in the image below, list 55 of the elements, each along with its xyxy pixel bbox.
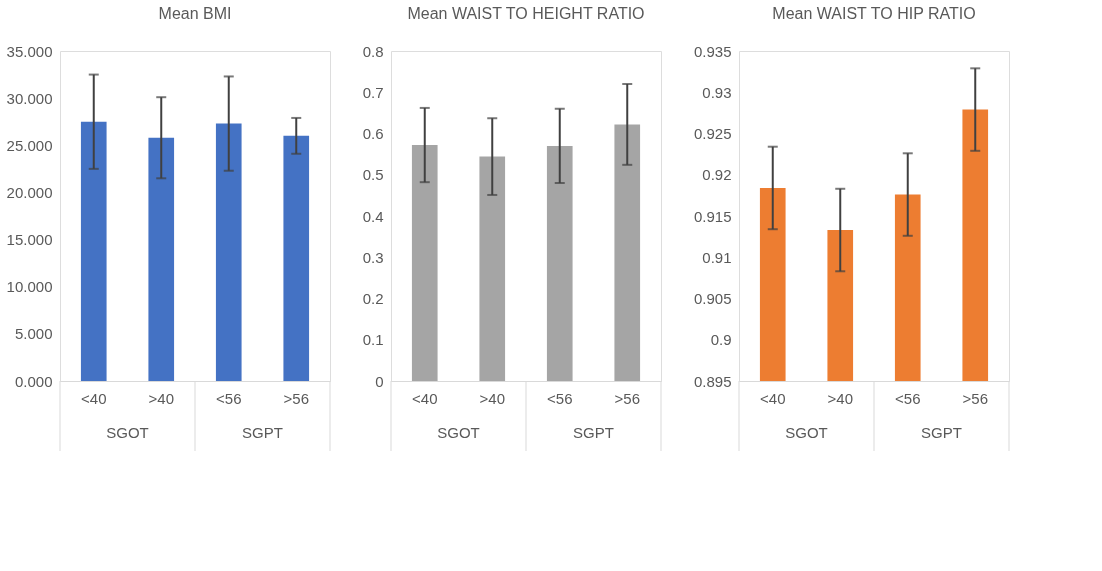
y-tick-label: 0.8 [362, 42, 384, 60]
chart-title: Mean WAIST TO HEIGHT RATIO [407, 5, 645, 22]
y-tick-label: 0.895 [693, 372, 732, 390]
y-tick-label: 35.000 [6, 42, 53, 60]
bar [80, 121, 107, 381]
y-tick-label: 0.6 [362, 125, 384, 142]
y-tick-label: 5.000 [14, 325, 53, 343]
y-tick-label: 0.000 [14, 372, 53, 390]
bar [546, 145, 573, 381]
y-tick-label: 0.935 [693, 42, 732, 60]
x-tick-label: >40 [148, 389, 174, 407]
text: SGOT [785, 424, 828, 441]
text: SGOT [106, 424, 149, 441]
y-tick-label: 0.92 [702, 166, 732, 184]
bar [148, 137, 175, 381]
chart-title: Mean BMI [158, 5, 232, 22]
y-tick-label: 0.1 [362, 331, 384, 349]
y-tick-label: 0.905 [693, 290, 732, 307]
y-tick-label: 0.9 [710, 331, 732, 349]
y-tick-label: 0.2 [362, 290, 384, 307]
text: SGPT [573, 424, 614, 441]
y-tick-label: 0.7 [362, 83, 384, 101]
y-tick-label: 20.000 [6, 183, 53, 201]
x-tick-label: <40 [760, 389, 786, 407]
y-tick-label: 0.5 [362, 166, 384, 184]
y-tick-label: 0.93 [702, 83, 732, 101]
y-tick-label: 0.91 [702, 248, 732, 266]
x-tick-label: <40 [81, 389, 107, 407]
bar [411, 145, 438, 381]
y-tick-label: 15.000 [6, 231, 53, 249]
bar [614, 124, 641, 381]
y-tick-label: 0.915 [693, 207, 732, 225]
x-tick-label: >40 [827, 389, 853, 407]
bar [215, 123, 242, 381]
y-tick-label: 0.4 [362, 207, 384, 225]
text: SGOT [437, 424, 480, 441]
y-tick-label: 0.3 [362, 248, 384, 266]
x-tick-label: >56 [962, 389, 988, 407]
bar [479, 156, 506, 381]
x-tick-label: <40 [412, 389, 438, 407]
x-tick-label: >40 [479, 389, 505, 407]
x-tick-label: >56 [614, 389, 640, 407]
y-tick-label: 0 [375, 372, 384, 390]
y-tick-label: 0.925 [693, 125, 732, 142]
x-tick-label: <56 [895, 389, 921, 407]
x-tick-label: <56 [216, 389, 242, 407]
x-tick-label: <56 [547, 389, 573, 407]
text: SGPT [242, 424, 283, 441]
text: SGPT [921, 424, 962, 441]
x-tick-label: >56 [283, 389, 309, 407]
bar [283, 135, 310, 381]
y-tick-label: 10.000 [6, 278, 53, 296]
y-tick-label: 25.000 [6, 136, 53, 154]
y-tick-label: 30.000 [6, 89, 53, 107]
chart-title: Mean WAIST TO HIP RATIO [772, 5, 976, 22]
